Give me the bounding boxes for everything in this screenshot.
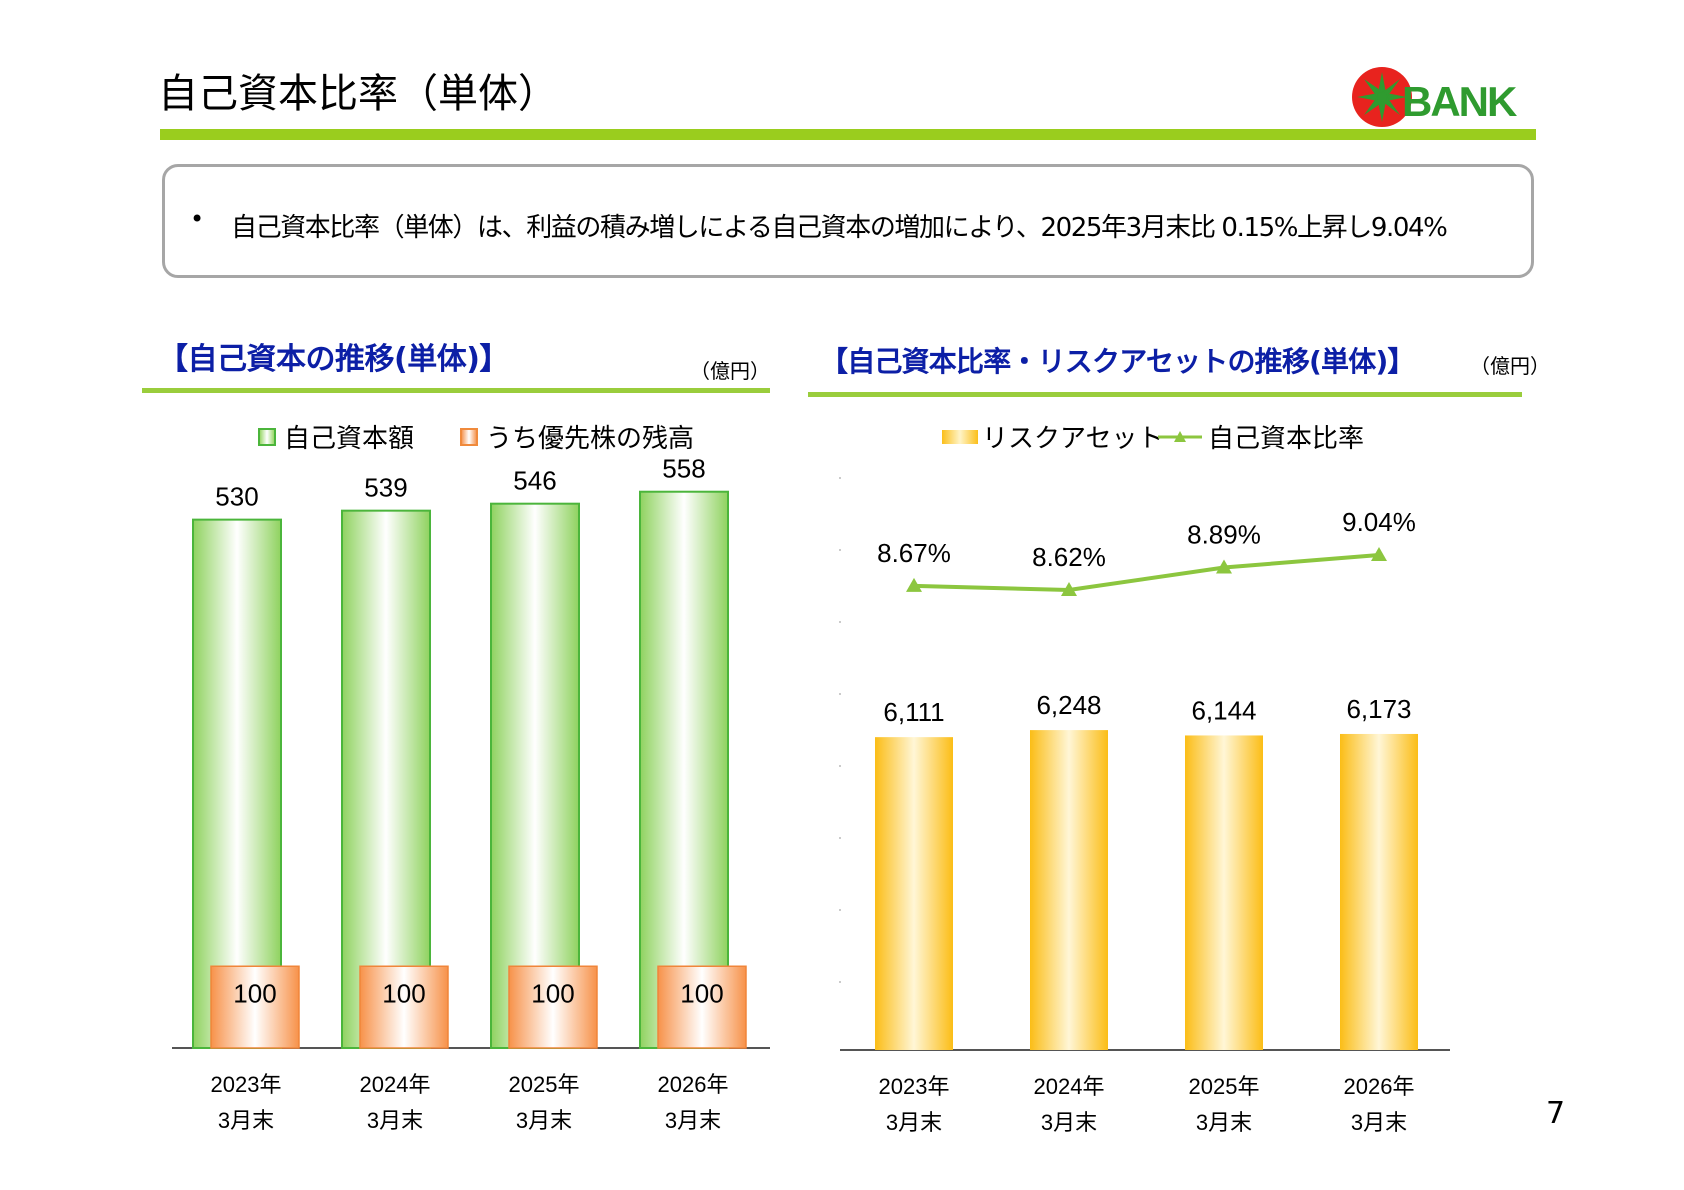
- x-tick-label: 3月末: [367, 1108, 423, 1133]
- axis-tick-dot: [839, 837, 841, 839]
- preferred-value-label: 100: [680, 978, 723, 1008]
- equity-bar: [490, 502, 580, 1049]
- risk-asset-bar: [1340, 733, 1418, 1050]
- equity-value-label: 558: [662, 454, 705, 484]
- axis-tick-dot: [839, 549, 841, 551]
- capital-ratio-marker: [1061, 582, 1077, 596]
- left-chart: 530 100 2023年 3月末 539 100 2024年 3月末 546 100 2025年 3…: [172, 454, 770, 1133]
- equity-bar: [639, 490, 729, 1049]
- legend-line-triangle-icon: [1158, 430, 1202, 442]
- axis-tick-dot: [839, 693, 841, 695]
- legend-label: 自己資本比率: [1208, 424, 1365, 454]
- x-tick-label: 2025年: [509, 1072, 580, 1097]
- risk-asset-bar: [1185, 735, 1263, 1050]
- x-tick-label: 2025年: [1189, 1074, 1260, 1099]
- legend-label: 自己資本額: [284, 424, 415, 454]
- legend-item-equity: 自己資本額: [258, 418, 414, 455]
- capital-ratio-marker: [1216, 559, 1232, 574]
- x-tick-label: 2026年: [658, 1072, 729, 1097]
- preferred-value-label: 100: [382, 978, 425, 1008]
- x-tick-label: 3月末: [218, 1108, 274, 1133]
- left-chart-title: 【自己資本の推移(単体)】: [158, 342, 509, 377]
- bank-logo: BANK: [1350, 62, 1540, 132]
- risk-asset-value-label: 6,144: [1191, 695, 1256, 725]
- left-section-divider: [142, 388, 770, 393]
- risk-asset-value-label: 6,111: [883, 697, 944, 727]
- axis-tick-dot: [839, 909, 841, 911]
- x-tick-label: 3月末: [516, 1108, 572, 1133]
- x-tick-label: 3月末: [1041, 1110, 1097, 1135]
- x-tick-label: 3月末: [1196, 1110, 1252, 1135]
- right-section-divider: [808, 392, 1522, 397]
- preferred-bar: [359, 965, 449, 1049]
- capital-ratio-label: 9.04%: [1342, 507, 1416, 537]
- legend-swatch-green: [258, 427, 276, 446]
- summary-box: • 自己資本比率（単体）は、利益の積み増しによる自己資本の増加により、2025年…: [162, 164, 1534, 278]
- preferred-bar: [508, 965, 598, 1049]
- title-divider: [160, 129, 1536, 140]
- preferred-value-label: 100: [531, 978, 574, 1008]
- axis-tick-dot: [839, 765, 841, 767]
- x-tick-label: 2024年: [360, 1072, 431, 1097]
- x-tick-label: 2024年: [1034, 1074, 1105, 1099]
- legend-item-ratio: 自己資本比率: [1158, 418, 1364, 455]
- left-chart-unit: （億円）: [690, 359, 770, 383]
- capital-ratio-marker: [1371, 547, 1387, 561]
- capital-ratio-label: 8.67%: [877, 538, 951, 568]
- preferred-bar: [210, 965, 300, 1049]
- preferred-bar: [657, 965, 747, 1049]
- x-tick-label: 3月末: [665, 1108, 721, 1133]
- legend-label: うち優先株の残高: [486, 424, 695, 454]
- risk-asset-bar: [1030, 730, 1108, 1050]
- x-tick-label: 2023年: [879, 1074, 950, 1099]
- capital-ratio-label: 8.89%: [1187, 520, 1261, 550]
- risk-asset-value-label: 6,248: [1036, 690, 1101, 720]
- equity-value-label: 546: [513, 466, 556, 496]
- bank-logo-graphic: BANK: [1352, 67, 1519, 127]
- x-tick-label: 3月末: [1351, 1110, 1407, 1135]
- x-tick-label: 3月末: [886, 1110, 942, 1135]
- capital-ratio-line: [913, 553, 1380, 593]
- right-chart-title: 【自己資本比率・リスクアセットの推移(単体)】: [820, 345, 1415, 378]
- legend-label: リスクアセット: [982, 424, 1164, 454]
- capital-ratio-marker: [906, 577, 922, 592]
- equity-bar: [341, 509, 431, 1049]
- bullet-icon: •: [190, 205, 205, 233]
- logo-text: BANK: [1402, 78, 1517, 125]
- risk-asset-bar: [875, 737, 953, 1050]
- page-title: 自己資本比率（単体）: [158, 71, 558, 117]
- right-chart-unit: （億円）: [1470, 354, 1550, 378]
- capital-ratio-label: 8.62%: [1032, 542, 1106, 572]
- right-chart: 6,111 2023年 3月末 6,248 2024年 3月末 6,144 2025年 3月末 6…: [839, 477, 1450, 1135]
- summary-text: 自己資本比率（単体）は、利益の積み増しによる自己資本の増加により、2025年3月…: [231, 213, 1448, 243]
- risk-asset-value-label: 6,173: [1346, 694, 1411, 724]
- legend-swatch-gold: [942, 429, 978, 444]
- legend-item-risk-assets: リスクアセット: [942, 418, 1163, 455]
- preferred-value-label: 100: [233, 978, 276, 1008]
- axis-tick-dot: [839, 621, 841, 623]
- axis-tick-dot: [839, 981, 841, 983]
- equity-value-label: 539: [364, 473, 407, 503]
- legend-item-preferred: うち優先株の残高: [460, 418, 694, 455]
- equity-value-label: 530: [215, 482, 258, 512]
- x-tick-label: 2026年: [1344, 1074, 1415, 1099]
- page-number: 7: [1546, 1096, 1566, 1131]
- x-tick-label: 2023年: [211, 1072, 282, 1097]
- axis-tick-dot: [839, 477, 841, 479]
- legend-swatch-orange: [460, 427, 478, 446]
